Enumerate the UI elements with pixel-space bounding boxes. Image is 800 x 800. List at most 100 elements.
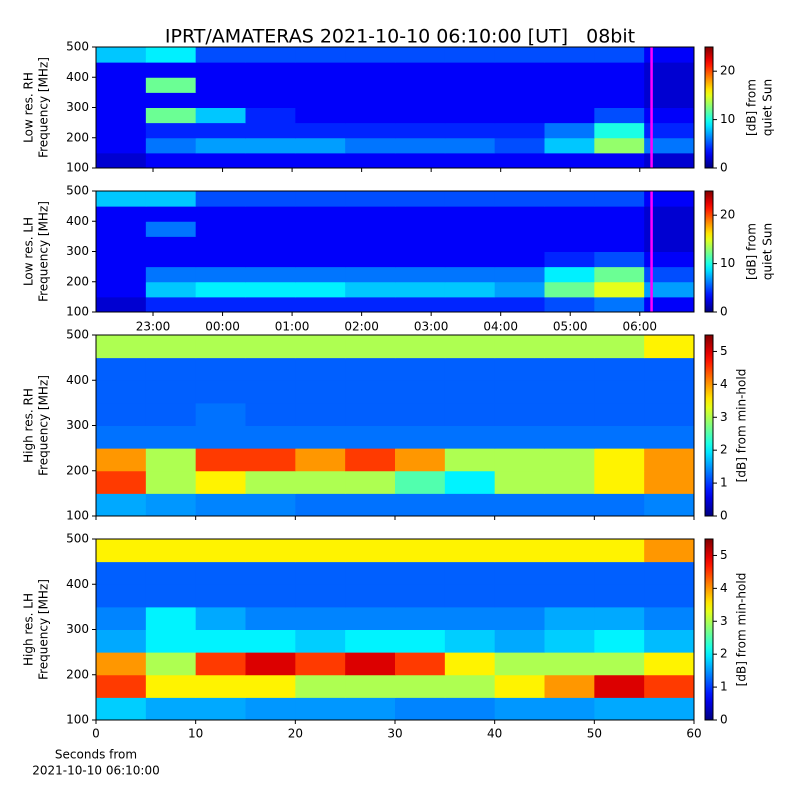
heatmap-cell [395, 122, 446, 139]
y-tick-label: 400 [66, 214, 89, 228]
heatmap-cell [295, 425, 346, 449]
heatmap-cell [195, 539, 246, 563]
heatmap-cell [395, 137, 446, 154]
heatmap-cell [644, 137, 695, 154]
y-tick-label: 100 [66, 305, 89, 319]
heatmap-cell [544, 493, 595, 517]
heatmap-cell [444, 493, 496, 517]
heatmap-cell [395, 674, 446, 698]
heatmap-cell [295, 697, 346, 721]
heatmap-cell [444, 357, 496, 381]
heatmap-cell [494, 122, 545, 139]
heatmap-cell [444, 652, 496, 676]
heatmap-cell [145, 281, 197, 298]
heatmap-cell [644, 122, 695, 139]
heatmap-cell [494, 206, 545, 222]
heatmap-cell [145, 221, 197, 237]
heatmap-cell [96, 122, 147, 139]
heatmap-cell [544, 335, 595, 359]
heatmap-cell [444, 606, 496, 630]
colorbar [704, 538, 714, 721]
heatmap-cell [345, 152, 396, 169]
heatmap-cell [145, 122, 197, 139]
colorbar-tick-label: 1 [720, 476, 728, 490]
heatmap-cell [195, 251, 246, 268]
colorbar-tick-label: 4 [720, 581, 728, 595]
heatmap-cell [245, 448, 296, 472]
heatmap-cell [444, 674, 496, 698]
heatmap-cell [145, 448, 197, 472]
heatmap-cell [544, 380, 595, 404]
heatmap-cell [145, 152, 197, 169]
heatmap-cell [544, 402, 595, 426]
heatmap-cell [245, 191, 296, 207]
heatmap-cell [195, 561, 246, 585]
heatmap-cell [594, 652, 645, 676]
heatmap-cell [245, 47, 296, 63]
heatmap-cell [295, 122, 346, 139]
heatmap-cell [644, 152, 695, 169]
heatmap-cell [544, 47, 595, 63]
heatmap-cell [395, 561, 446, 585]
colorbar-label: quiet Sun [761, 223, 775, 280]
colorbar-tick-label: 0 [720, 305, 728, 319]
heatmap-cell [395, 629, 446, 653]
heatmap-cell [145, 62, 197, 78]
heatmap-cell [345, 77, 396, 93]
colorbar-tick-label: 0 [720, 509, 728, 523]
heatmap-cell [245, 152, 296, 169]
heatmap-cell [96, 674, 147, 698]
heatmap-cell [444, 539, 496, 563]
heatmap-cell [544, 539, 595, 563]
heatmap-cell [195, 221, 246, 237]
heatmap-cell [594, 561, 645, 585]
heatmap-cell [245, 629, 296, 653]
heatmap-cell [594, 380, 645, 404]
heatmap-cell [594, 539, 645, 563]
heatmap-cell [295, 584, 346, 608]
heatmap-cell [544, 357, 595, 381]
heatmap-cell [96, 236, 147, 252]
x-tick-label: 23:00 [136, 320, 171, 334]
heatmap-cell [644, 674, 695, 698]
heatmap-cell [444, 152, 496, 169]
heatmap-cell [345, 92, 396, 108]
heatmap-cell [195, 629, 246, 653]
heatmap-cell [295, 236, 346, 252]
heatmap-cell [96, 561, 147, 585]
heatmap-cell [345, 236, 396, 252]
heatmap-cell [494, 191, 545, 207]
heatmap-cell [245, 92, 296, 108]
heatmap-cell [195, 493, 246, 517]
heatmap-cell [544, 206, 595, 222]
heatmap-cell [444, 77, 496, 93]
heatmap-cell [96, 206, 147, 222]
heatmap-cell [594, 107, 645, 124]
heatmap-cell [345, 266, 396, 283]
heatmap-cell [295, 206, 346, 222]
heatmap-cell [145, 357, 197, 381]
colorbar-tick-label: 20 [720, 208, 735, 222]
heatmap-cell [295, 402, 346, 426]
heatmap-cell [594, 402, 645, 426]
heatmap-cell [494, 448, 545, 472]
x-tick-label: 00:00 [205, 320, 240, 334]
heatmap-cell [245, 561, 296, 585]
y-axis-label: High res. RH [22, 388, 36, 463]
heatmap-cell [295, 281, 346, 298]
heatmap-cell [345, 137, 396, 154]
heatmap-cell [444, 425, 496, 449]
heatmap-cell [195, 191, 246, 207]
heatmap-cell [96, 539, 147, 563]
heatmap-cell [145, 206, 197, 222]
heatmap-cell [444, 281, 496, 298]
heatmap-cell [295, 191, 346, 207]
heatmap-cell [444, 236, 496, 252]
heatmap-cell [345, 674, 396, 698]
heatmap-cell [494, 296, 545, 313]
heatmap-cell [395, 539, 446, 563]
heatmap-cell [245, 281, 296, 298]
heatmap-cell [644, 296, 695, 313]
heatmap-cell [195, 77, 246, 93]
heatmap-cell [96, 697, 147, 721]
